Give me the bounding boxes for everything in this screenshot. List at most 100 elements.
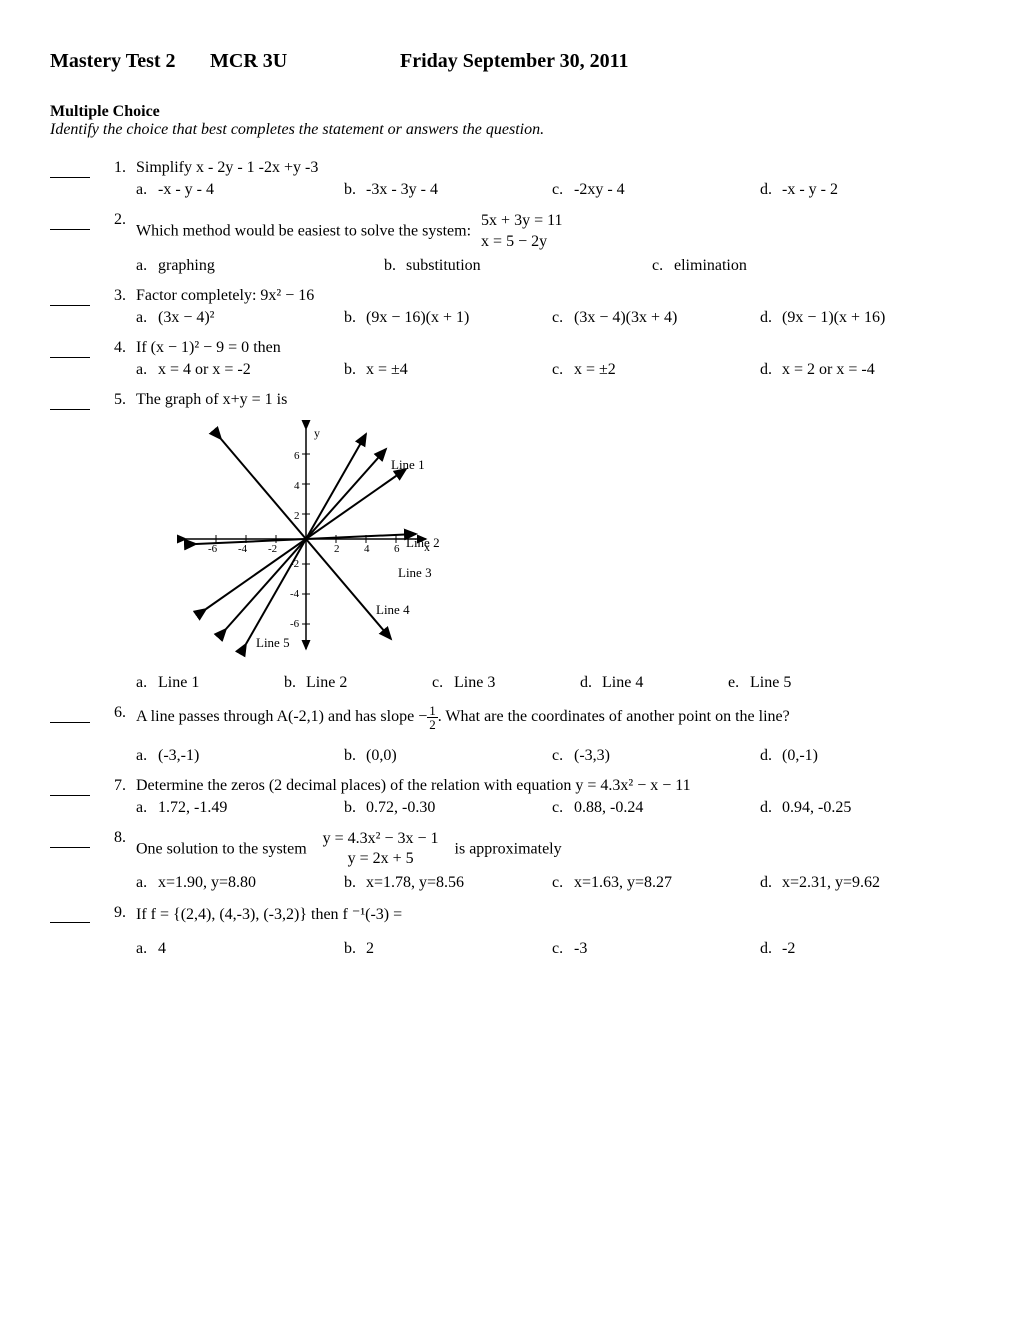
- choice-text: Line 4: [602, 674, 643, 692]
- question-8: 8. One solution to the system y = 4.3x² …: [50, 829, 970, 893]
- choice-label: a.: [136, 181, 158, 199]
- answer-blank[interactable]: [50, 395, 90, 410]
- svg-text:2: 2: [294, 510, 300, 522]
- choice-label: b.: [344, 799, 366, 817]
- answer-blank[interactable]: [50, 343, 90, 358]
- answer-blank[interactable]: [50, 781, 90, 796]
- choice-label: a.: [136, 874, 158, 892]
- choice-text: x=2.31, y=9.62: [782, 874, 880, 892]
- page-header: Mastery Test 2 MCR 3U Friday September 3…: [50, 50, 970, 73]
- choice-text: -2xy - 4: [574, 181, 625, 199]
- choice-text: x = 4 or x = -2: [158, 361, 251, 379]
- choice-label: e.: [728, 674, 750, 692]
- choice-text: -3x - 3y - 4: [366, 181, 438, 199]
- question-stem: Factor completely:: [136, 287, 260, 304]
- choice-label: d.: [760, 747, 782, 765]
- choice-label: a.: [136, 257, 158, 275]
- question-stem-pre: If: [136, 339, 151, 356]
- line-label: Line 4: [376, 602, 410, 617]
- choice-text: -x - y - 2: [782, 181, 838, 199]
- line-label: Line 2: [406, 535, 440, 550]
- answer-blank[interactable]: [50, 215, 90, 230]
- question-1: 1. Simplify x - 2y - 1 -2x +y -3 a.-x - …: [50, 159, 970, 199]
- svg-text:6: 6: [294, 450, 300, 462]
- choice-label: b.: [344, 940, 366, 958]
- question-number: 7.: [102, 777, 126, 795]
- choice-label: d.: [760, 874, 782, 892]
- question-6: 6. A line passes through A(-2,1) and has…: [50, 704, 970, 765]
- line-label: Line 3: [398, 565, 432, 580]
- choice-label: d.: [760, 181, 782, 199]
- choice-text: substitution: [406, 257, 481, 275]
- choice-text: (0,0): [366, 747, 397, 765]
- section-heading: Multiple Choice: [50, 103, 970, 121]
- choice-text: x=1.63, y=8.27: [574, 874, 672, 892]
- answer-blank[interactable]: [50, 163, 90, 178]
- question-7: 7. Determine the zeros (2 decimal places…: [50, 777, 970, 817]
- question-stem-pre: Determine the zeros (2 decimal places) o…: [136, 777, 575, 794]
- line-label: Line 5: [256, 635, 290, 650]
- question-number: 4.: [102, 339, 126, 357]
- choice-text: (-3,3): [574, 747, 610, 765]
- choice-text: (9x − 16)(x + 1): [366, 309, 469, 327]
- choice-text: graphing: [158, 257, 215, 275]
- choice-label: a.: [136, 674, 158, 692]
- fraction-den: 2: [427, 718, 438, 731]
- question-2: 2. Which method would be easiest to solv…: [50, 211, 970, 275]
- choice-text: x = ±2: [574, 361, 616, 379]
- question-stem-post: . What are the coordinates of another po…: [438, 708, 790, 725]
- choice-text: 1.72, -1.49: [158, 799, 227, 817]
- choice-label: a.: [136, 747, 158, 765]
- question-number: 6.: [102, 704, 126, 722]
- choice-text: -x - y - 4: [158, 181, 214, 199]
- answer-blank[interactable]: [50, 708, 90, 723]
- choice-label: a.: [136, 361, 158, 379]
- choice-label: b.: [344, 874, 366, 892]
- choice-label: b.: [384, 257, 406, 275]
- choice-label: d.: [580, 674, 602, 692]
- choice-label: a.: [136, 309, 158, 327]
- svg-text:-4: -4: [238, 543, 248, 555]
- choice-label: d.: [760, 940, 782, 958]
- fraction-num: 1: [427, 704, 438, 718]
- question-math: (x − 1)² − 9 = 0: [151, 339, 250, 356]
- choice-text: x = 2 or x = -4: [782, 361, 875, 379]
- choice-label: c.: [552, 181, 574, 199]
- svg-text:2: 2: [334, 543, 340, 555]
- question-stem-post: is approximately: [455, 840, 562, 857]
- question-9: 9. If f = {(2,4), (4,-3), (-3,2)} then f…: [50, 904, 970, 958]
- choice-text: (3x − 4)²: [158, 309, 214, 327]
- choice-text: x = ±4: [366, 361, 408, 379]
- test-title: Mastery Test 2: [50, 50, 210, 73]
- choice-text: x=1.78, y=8.56: [366, 874, 464, 892]
- choice-label: b.: [344, 747, 366, 765]
- question-stem-pre: One solution to the system: [136, 840, 307, 857]
- answer-blank[interactable]: [50, 833, 90, 848]
- question-number: 3.: [102, 287, 126, 305]
- choice-label: c.: [552, 747, 574, 765]
- choice-text: -3: [574, 940, 587, 958]
- choice-text: (0,-1): [782, 747, 818, 765]
- question-number: 9.: [102, 904, 126, 922]
- course-code: MCR 3U: [210, 50, 400, 73]
- fraction: 12: [427, 704, 438, 731]
- choice-label: c.: [552, 799, 574, 817]
- question-number: 1.: [102, 159, 126, 177]
- answer-blank[interactable]: [50, 908, 90, 923]
- question-math: y = 4.3x² − x − 11: [575, 777, 690, 794]
- choice-label: d.: [760, 799, 782, 817]
- svg-text:4: 4: [364, 543, 370, 555]
- svg-text:-2: -2: [268, 543, 277, 555]
- graph-figure: y x -6-4-2 246 642 -2-4-6: [166, 419, 970, 664]
- choice-text: 0.88, -0.24: [574, 799, 643, 817]
- svg-text:-6: -6: [290, 618, 300, 630]
- answer-blank[interactable]: [50, 291, 90, 306]
- choice-label: c.: [652, 257, 674, 275]
- question-number: 5.: [102, 391, 126, 409]
- svg-text:y: y: [314, 426, 320, 440]
- choice-label: b.: [344, 361, 366, 379]
- choice-label: c.: [552, 361, 574, 379]
- choice-label: c.: [552, 940, 574, 958]
- choice-text: (-3,-1): [158, 747, 199, 765]
- choice-text: Line 1: [158, 674, 199, 692]
